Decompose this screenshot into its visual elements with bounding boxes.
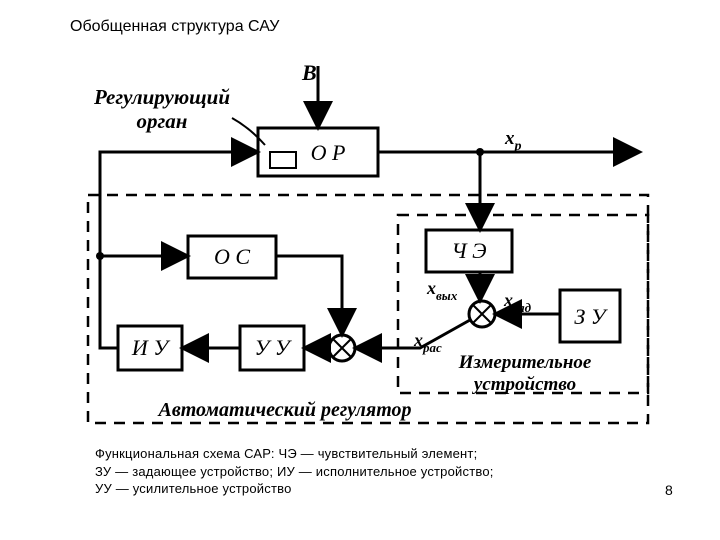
signal-b: B (301, 60, 317, 85)
summing-junction-2 (469, 301, 495, 327)
block-diagram: О Р О С Ч Э З У И У У У B Регулирующий о… (0, 0, 720, 540)
signal-xp: xp (504, 128, 522, 154)
signal-xvyh: xвых (426, 278, 458, 303)
node-os-tap (96, 252, 104, 260)
label-che: Ч Э (451, 238, 486, 263)
label-measuring-2: устройство (472, 374, 576, 395)
label-os: О С (214, 244, 250, 269)
label-uu: У У (254, 335, 292, 360)
label-iu: И У (131, 335, 171, 360)
label-measuring-1: Измерительное (458, 352, 592, 373)
arrow-os-to-sum1 (276, 256, 342, 335)
label-op: О Р (311, 140, 346, 165)
label-auto-regulator: Автоматический регулятор (156, 399, 411, 421)
summing-junction-1 (329, 335, 355, 361)
block-op-inner (270, 152, 296, 168)
signal-xzad: xзад (503, 290, 532, 315)
label-reg-organ-2: орган (137, 109, 188, 133)
label-zu: З У (574, 304, 608, 329)
arrow-sum2-to-sum1 (355, 320, 470, 348)
label-reg-organ-1: Регулирующий (93, 85, 230, 109)
signal-xras: xрас (413, 330, 442, 355)
